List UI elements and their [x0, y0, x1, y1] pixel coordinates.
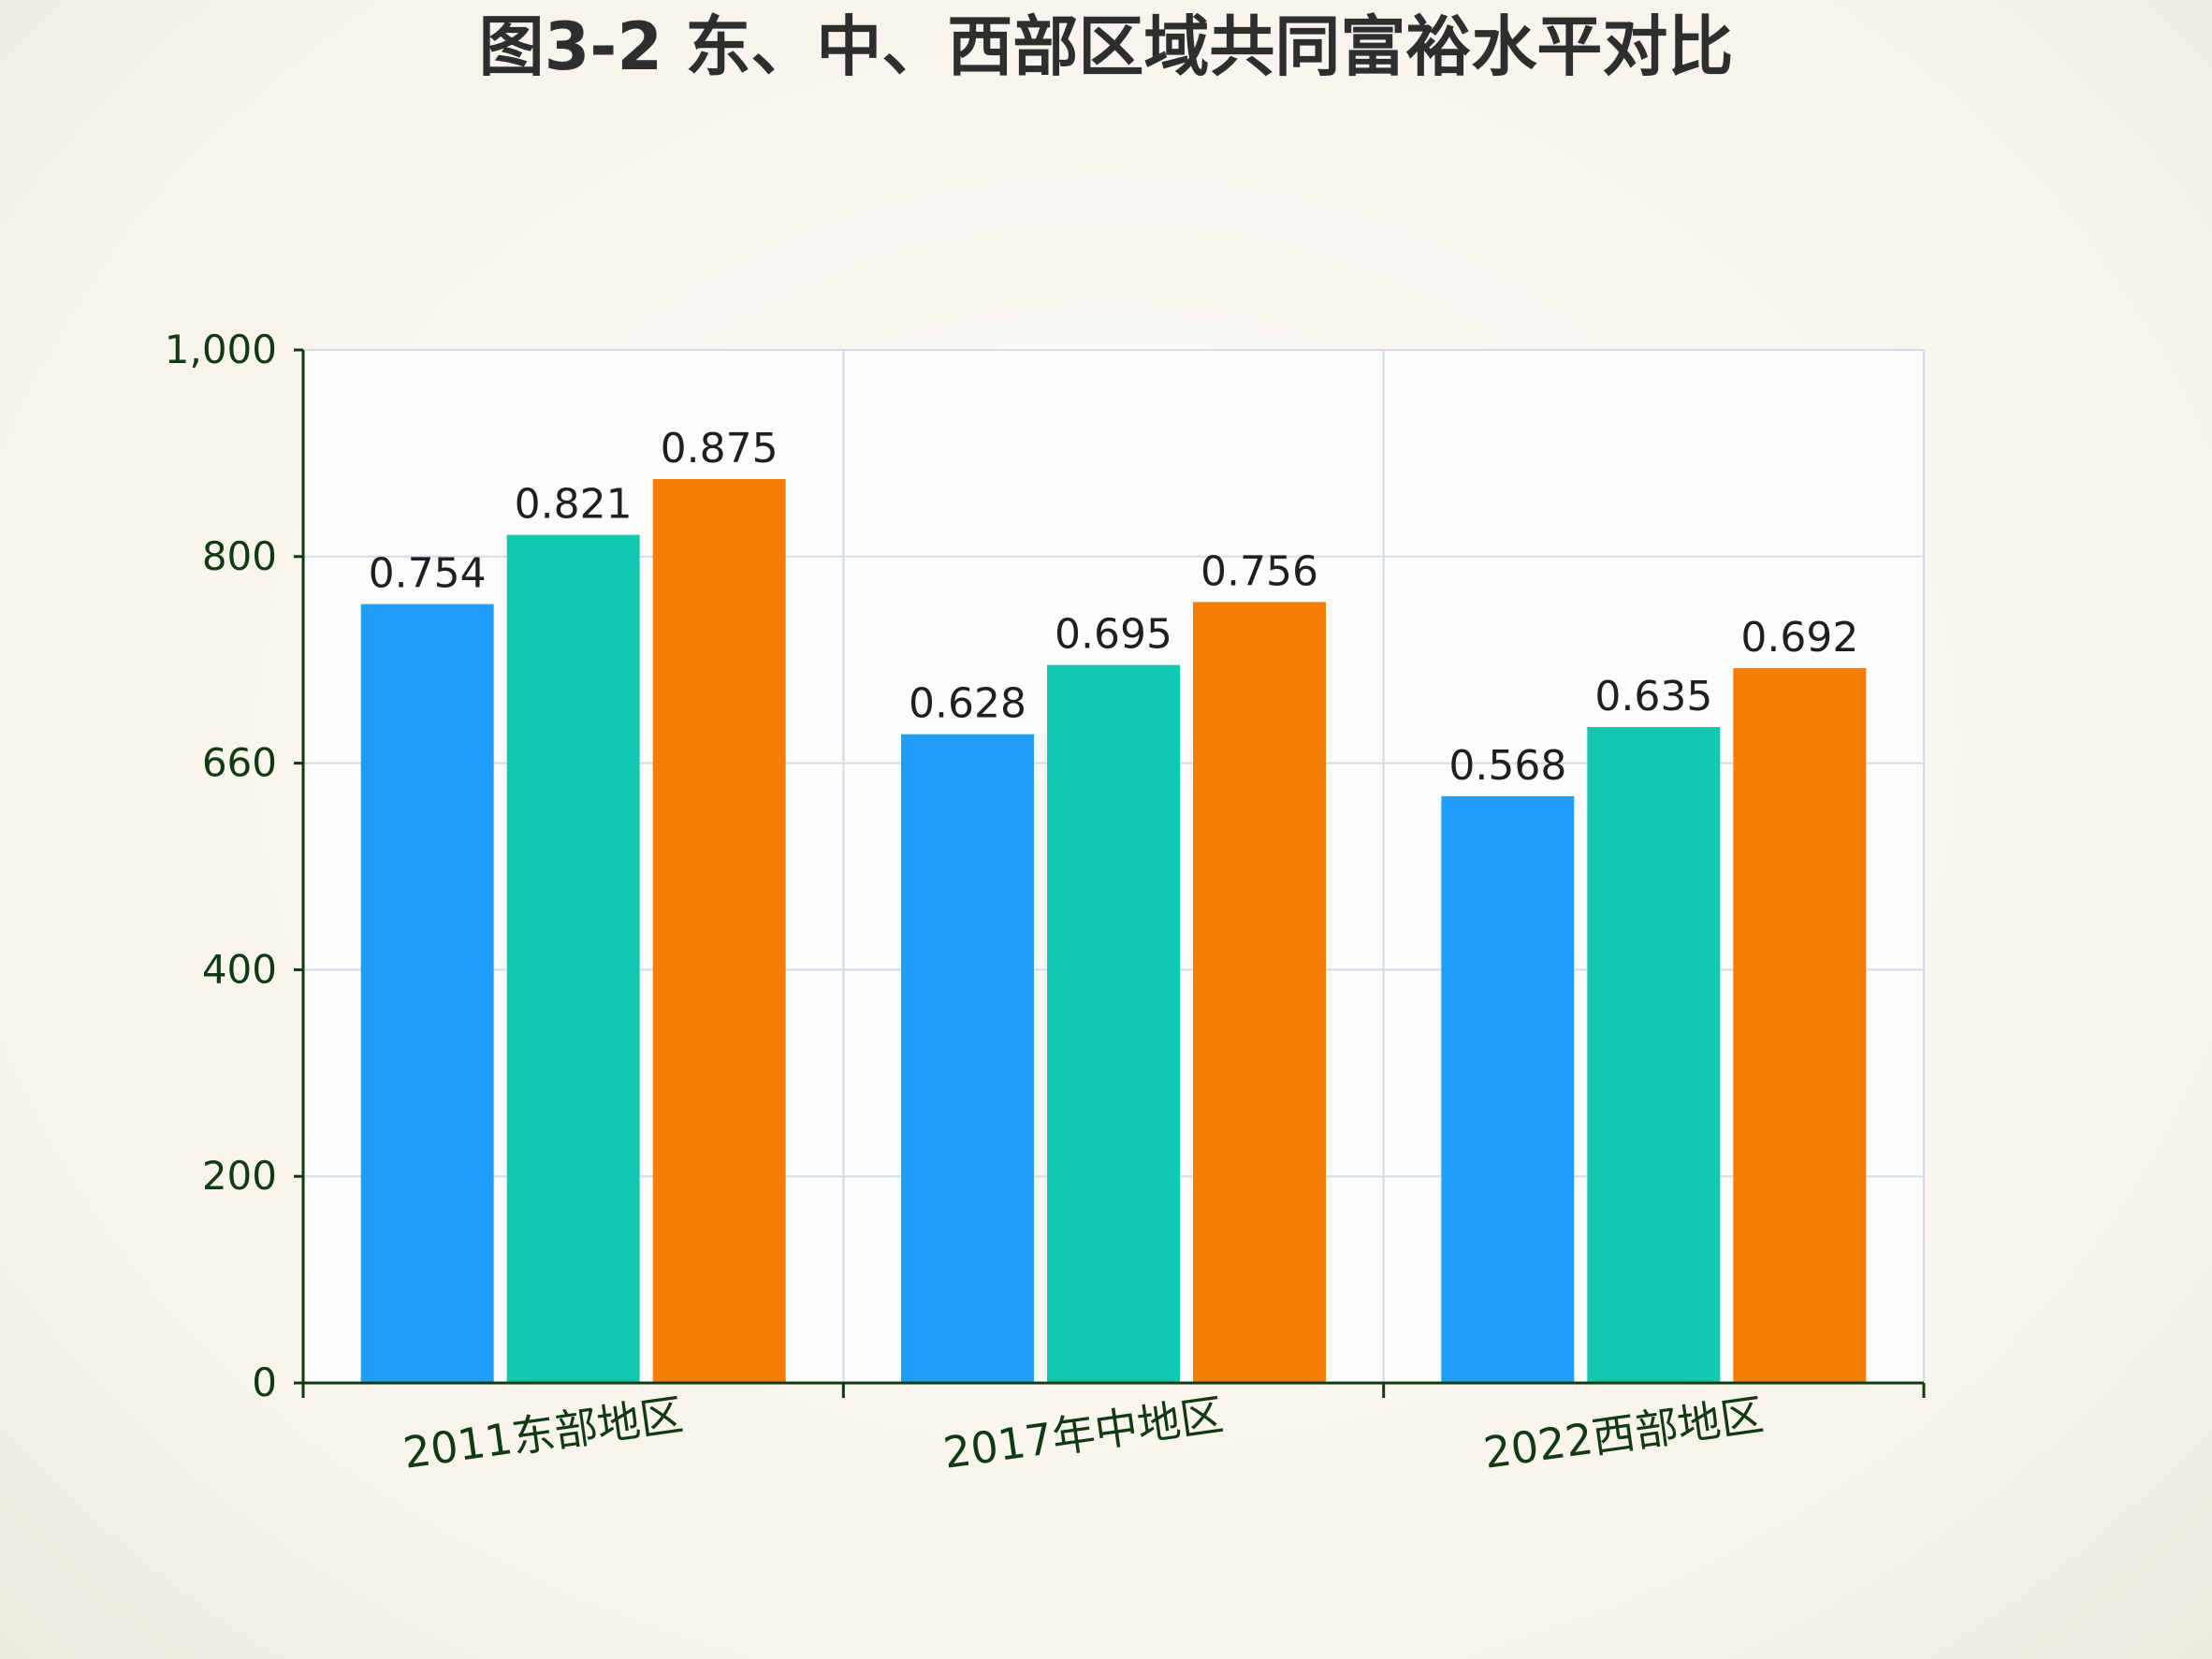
- y-tick-label: 800: [202, 533, 277, 579]
- bar: [1441, 795, 1575, 1383]
- y-tick-label: 200: [202, 1153, 277, 1199]
- x-category-label: 2017年中地区: [940, 1389, 1227, 1477]
- bar: [360, 604, 494, 1383]
- bar: [652, 479, 786, 1383]
- bar: [1193, 602, 1326, 1383]
- y-tick-label: 400: [202, 946, 277, 992]
- bar: [506, 534, 640, 1383]
- bar: [1733, 668, 1867, 1383]
- bars: [360, 479, 1867, 1383]
- data-label: 0.754: [369, 550, 487, 598]
- x-category-labels: 2011东部地区 2017年中地区 2022西部地区: [400, 1389, 1767, 1477]
- data-label: 0.756: [1201, 547, 1318, 595]
- axes: [294, 348, 1926, 1398]
- y-tick-label: 660: [202, 740, 277, 786]
- data-label: 0.875: [661, 425, 779, 473]
- y-tick-labels: 0 200 400 660 800 1,000: [165, 327, 277, 1405]
- data-labels: 0.754 0.821 0.875 0.628 0.695 0.756 0.568 0.635…: [369, 425, 1859, 790]
- data-label: 0.568: [1448, 742, 1566, 790]
- data-label: 0.628: [909, 680, 1026, 728]
- bar: [1047, 664, 1180, 1383]
- data-label: 0.692: [1740, 614, 1858, 662]
- x-category-label: 2022西部地区: [1480, 1389, 1767, 1477]
- bar: [1587, 726, 1721, 1383]
- data-label: 0.635: [1594, 673, 1712, 720]
- y-tick-label: 1,000: [165, 327, 277, 372]
- bar: [901, 734, 1034, 1383]
- data-label: 0.821: [515, 481, 633, 529]
- chart-title: 图3-2 东、中、西部区域共同富裕水平对比: [478, 8, 1734, 85]
- x-category-label: 2011东部地区: [400, 1389, 687, 1477]
- data-label: 0.695: [1055, 611, 1172, 659]
- y-tick-label: 0: [252, 1360, 277, 1405]
